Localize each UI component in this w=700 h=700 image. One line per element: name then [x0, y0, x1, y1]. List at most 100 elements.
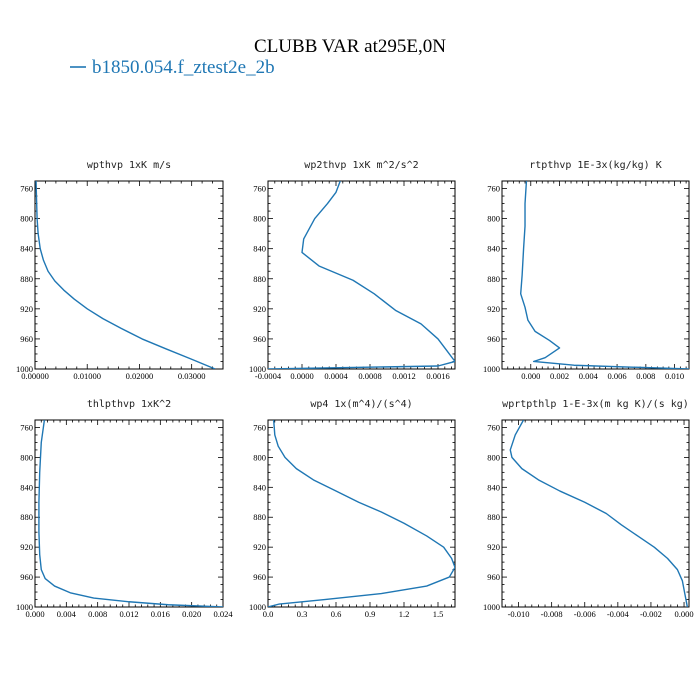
plot-frame [501, 419, 690, 608]
panel-title: thlpthvp 1xK^2 [87, 399, 171, 410]
y-tick-label: 840 [487, 482, 500, 492]
y-tick-label: 760 [487, 184, 500, 194]
x-tick-label: 0.0012 [392, 371, 415, 381]
x-tick-label: 0.0 [263, 609, 274, 619]
y-tick-label: 880 [253, 512, 266, 522]
y-tick-label: 760 [487, 422, 500, 432]
x-tick-label: 0.020 [182, 609, 201, 619]
x-tick-label: 0.002 [550, 371, 569, 381]
x-tick-label: 1.2 [399, 609, 410, 619]
legend: b1850.054.f_ztest2e_2b [70, 57, 275, 78]
y-tick-label: 1000 [483, 364, 500, 374]
y-tick-label: 760 [20, 184, 33, 194]
y-tick-label: 1000 [16, 602, 33, 612]
y-tick-label: 800 [20, 452, 33, 462]
x-tick-label: 1.5 [433, 609, 444, 619]
series-line [509, 420, 689, 607]
plot-frame [34, 419, 224, 608]
series-line [268, 420, 455, 607]
panel-5: wp4 1x(m^4)/(s^4)76080084088092096010000… [249, 399, 456, 619]
x-tick-label: 0.02000 [126, 371, 154, 381]
plot-frame [501, 180, 690, 370]
x-tick-label: 0.0008 [358, 371, 381, 381]
series-line [38, 420, 223, 607]
x-tick-label: 0.03000 [178, 371, 206, 381]
y-tick-label: 880 [20, 274, 33, 284]
y-tick-label: 1000 [249, 364, 266, 374]
y-tick-label: 800 [487, 214, 500, 224]
y-tick-label: 880 [253, 274, 266, 284]
y-tick-label: 960 [487, 334, 500, 344]
panel-6: wprtpthlp 1-E-3x(m kg K)/(s kg) 760 800 840… [483, 399, 694, 619]
x-tick-label: 0.006 [608, 371, 627, 381]
y-tick-label: 1000 [483, 602, 500, 612]
y-tick-label: 960 [20, 572, 33, 582]
x-tick-label: -0.004 [607, 609, 630, 619]
x-tick-label: 0.004 [57, 609, 77, 619]
y-tick-label: 920 [20, 304, 33, 314]
panel-4: thlpthvp 1xK^276080084088092096010000.00… [16, 399, 233, 619]
x-tick-label: -0.010 [508, 609, 530, 619]
y-tick-label: 880 [20, 512, 33, 522]
x-tick-label: 0.3 [297, 609, 308, 619]
x-tick-label: 0.0000 [290, 371, 313, 381]
x-tick-label: 0.000 [521, 371, 540, 381]
y-tick-label: 800 [253, 214, 266, 224]
x-tick-label: 0.010 [665, 371, 684, 381]
y-tick-label: 960 [253, 334, 266, 344]
y-tick-label: 760 [253, 184, 266, 194]
y-tick-label: 1000 [16, 364, 33, 374]
figure-title: CLUBB VAR at295E,0N [254, 36, 446, 57]
y-tick-label: 800 [253, 452, 266, 462]
x-tick-label: 0.024 [213, 609, 233, 619]
y-tick-label: 840 [20, 482, 33, 492]
plot-frame [34, 180, 224, 370]
x-tick-label: 0.000 [25, 609, 44, 619]
x-tick-label: 0.012 [119, 609, 138, 619]
x-tick-label: 0.9 [365, 609, 376, 619]
y-tick-label: 880 [487, 512, 500, 522]
x-tick-label: -0.002 [640, 609, 662, 619]
x-tick-label: 0.6 [331, 609, 342, 619]
panel-1: wpthvp 1xK m/s 760 800 840 880 920 960 10000.00… [16, 160, 224, 381]
plot-frame [267, 419, 456, 608]
panel-title: wprtpthlp 1-E-3x(m kg K)/(s kg) [502, 399, 689, 410]
series-line [520, 181, 689, 369]
y-tick-label: 920 [20, 542, 33, 552]
x-tick-label: 0.008 [88, 609, 107, 619]
x-tick-label: 0.004 [579, 371, 599, 381]
x-tick-label: 0.01000 [73, 371, 101, 381]
x-tick-label: 0.0016 [426, 371, 449, 381]
series-line [268, 181, 455, 369]
y-tick-label: 920 [253, 304, 266, 314]
y-tick-label: 960 [20, 334, 33, 344]
y-tick-label: 840 [487, 244, 500, 254]
y-tick-label: 840 [20, 244, 33, 254]
x-tick-label: -0.008 [541, 609, 563, 619]
x-tick-label: 0.000 [674, 609, 693, 619]
y-tick-label: 800 [487, 452, 500, 462]
y-tick-label: 920 [487, 542, 500, 552]
panel-title: wpthvp 1xK m/s [87, 160, 171, 171]
y-tick-label: 920 [253, 542, 266, 552]
y-tick-label: 960 [253, 572, 266, 582]
legend-label: b1850.054.f_ztest2e_2b [92, 57, 275, 78]
panel-title: wp2thvp 1xK m^2/s^2 [304, 160, 418, 171]
x-tick-label: 0.008 [636, 371, 655, 381]
panel-2: wp2thvp 1xK m^2/s^2 760 800 840 880 920 960 100… [249, 160, 456, 381]
y-tick-label: 960 [487, 572, 500, 582]
series-line [35, 181, 216, 369]
panel-title: rtpthvp 1E-3x(kg/kg) K [529, 160, 661, 171]
y-tick-label: 920 [487, 304, 500, 314]
panel-3: rtpthvp 1E-3x(kg/kg) K 760 800 840 880 920 960… [483, 160, 690, 381]
y-tick-label: 760 [20, 422, 33, 432]
x-tick-label: 0.016 [151, 609, 170, 619]
plot-frame [267, 180, 456, 370]
x-tick-label: 0.00000 [21, 371, 49, 381]
panel-title: wp4 1x(m^4)/(s^4) [310, 399, 412, 410]
panel-grid: wpthvp 1xK m/s76080084088092096010000.00… [16, 160, 694, 619]
y-tick-label: 840 [253, 482, 266, 492]
y-tick-label: 840 [253, 244, 266, 254]
x-tick-label: 0.0004 [324, 371, 348, 381]
